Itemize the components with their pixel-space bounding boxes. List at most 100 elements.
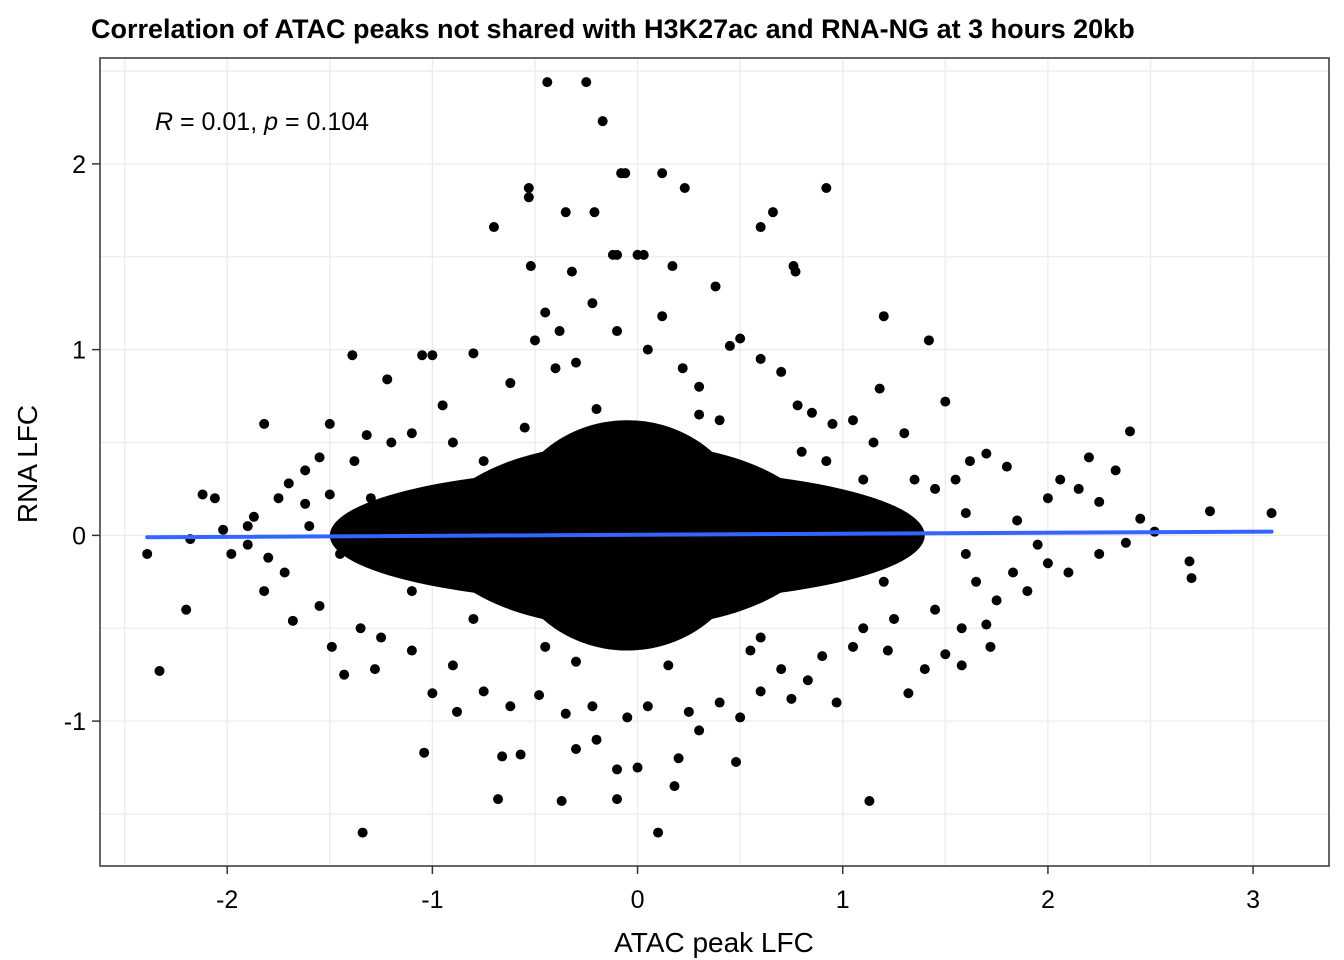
data-point: [786, 693, 797, 704]
data-point: [523, 183, 534, 194]
data-point: [314, 452, 325, 463]
y-tick-label: -1: [64, 708, 86, 736]
data-point: [523, 192, 534, 203]
chart-title: Correlation of ATAC peaks not shared wit…: [91, 14, 1135, 44]
data-point: [806, 407, 817, 418]
data-point: [612, 326, 623, 337]
p-value: = 0.104: [278, 108, 369, 136]
data-point: [821, 183, 832, 194]
data-point: [755, 632, 766, 643]
data-point: [827, 418, 838, 429]
data-point: [519, 422, 530, 433]
x-tick-label: 2: [1041, 886, 1055, 914]
data-point: [478, 456, 489, 467]
data-point: [326, 641, 337, 652]
data-point: [242, 521, 253, 532]
data-point: [259, 586, 270, 597]
y-tick-label: 1: [72, 337, 86, 365]
data-point: [242, 539, 253, 550]
data-point: [864, 795, 875, 806]
data-point: [1135, 513, 1146, 524]
data-point: [447, 437, 458, 448]
data-point: [279, 567, 290, 578]
data-point: [339, 669, 350, 680]
data-point: [493, 794, 504, 805]
data-point: [355, 623, 366, 634]
data-point: [587, 298, 598, 309]
data-point: [534, 690, 545, 701]
data-point: [571, 357, 582, 368]
data-point: [714, 415, 725, 426]
data-point: [597, 116, 608, 127]
data-point: [540, 307, 551, 318]
x-tick-label: -1: [421, 886, 443, 914]
data-point: [369, 664, 380, 675]
data-point: [991, 595, 1002, 606]
data-point: [197, 489, 208, 500]
data-point: [673, 753, 684, 764]
data-point: [263, 552, 274, 563]
data-point: [497, 751, 508, 762]
data-point: [653, 827, 664, 838]
data-point: [679, 183, 690, 194]
data-point: [985, 641, 996, 652]
correlation-annotation: R = 0.01, p = 0.104: [155, 108, 369, 136]
data-point: [1204, 506, 1215, 517]
data-point: [731, 756, 742, 767]
data-point: [1186, 573, 1197, 584]
data-point: [515, 749, 526, 760]
data-point: [540, 641, 551, 652]
data-point: [468, 348, 479, 359]
data-point: [248, 511, 259, 522]
data-point: [273, 493, 284, 504]
data-point: [1094, 496, 1105, 507]
data-point: [542, 77, 553, 88]
data-point: [349, 456, 360, 467]
data-point: [919, 664, 930, 675]
data-point: [300, 465, 311, 476]
data-point: [847, 415, 858, 426]
data-point: [419, 747, 430, 758]
data-point: [427, 350, 438, 361]
data-point: [612, 249, 623, 260]
data-point: [831, 697, 842, 708]
data-point: [923, 335, 934, 346]
data-point: [361, 430, 372, 441]
x-tick-label: 0: [631, 886, 645, 914]
data-point: [776, 366, 787, 377]
data-point: [505, 701, 516, 712]
data-point: [550, 363, 561, 374]
data-point: [406, 428, 417, 439]
data-point: [447, 660, 458, 671]
data-point: [612, 794, 623, 805]
r-value: = 0.01,: [173, 108, 264, 136]
data-point: [677, 363, 688, 374]
data-point: [314, 600, 325, 611]
data-point: [903, 688, 914, 699]
data-point: [1110, 465, 1121, 476]
data-point: [324, 489, 335, 500]
data-point: [694, 409, 705, 420]
data-point: [1094, 548, 1105, 559]
data-point: [889, 613, 900, 624]
x-tick-label: 1: [836, 886, 850, 914]
data-point: [554, 326, 565, 337]
data-point: [581, 77, 592, 88]
data-point: [622, 712, 633, 723]
data-point: [386, 437, 397, 448]
data-point: [878, 576, 889, 587]
data-point: [529, 335, 540, 346]
data-point: [335, 548, 346, 559]
data-point: [571, 743, 582, 754]
data-point: [1266, 508, 1277, 519]
data-point: [847, 641, 858, 652]
data-point: [612, 764, 623, 775]
data-point: [821, 456, 832, 467]
data-point: [620, 168, 631, 179]
data-point: [417, 350, 428, 361]
data-point: [638, 249, 649, 260]
data-point: [940, 649, 951, 660]
data-points: [142, 77, 1277, 838]
data-point: [365, 493, 376, 504]
